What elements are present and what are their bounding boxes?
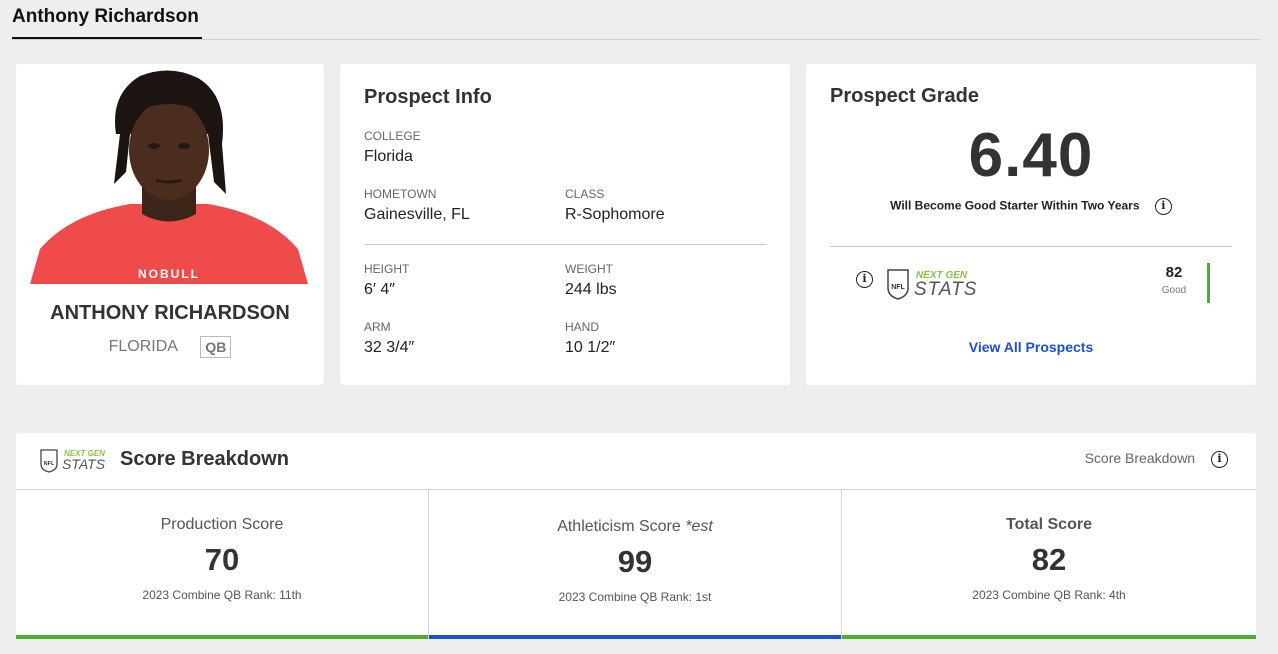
ngs-score-rating: Good xyxy=(1161,285,1187,296)
page-title: Anthony Richardson xyxy=(12,6,202,39)
score-breakdown-panel: NFL NEXT GEN STATS Score Breakdown Score… xyxy=(16,433,1256,639)
page-header: Anthony Richardson xyxy=(12,0,1260,40)
field-class: CLASS R-Sophomore xyxy=(565,187,665,224)
hometown-label: HOMETOWN xyxy=(364,187,437,201)
field-college: COLLEGE Florida xyxy=(364,129,421,166)
total-score-title: Total Score xyxy=(1006,516,1092,533)
ngs-score-bar xyxy=(1207,263,1210,303)
field-height: HEIGHT 6′ 4″ xyxy=(364,262,409,299)
next-gen-stats-logo-icon: NFL NEXT GEN STATS xyxy=(40,447,114,478)
athleticism-score-rank: 2023 Combine QB Rank: 1st xyxy=(558,590,712,604)
hand-label: HAND xyxy=(565,320,600,334)
athleticism-score-column: Athleticism Score *est 99 2023 Combine Q… xyxy=(429,490,842,639)
hand-value: 10 1/2″ xyxy=(565,339,616,356)
athleticism-score-bar xyxy=(429,635,841,639)
athleticism-score-value: 99 xyxy=(617,544,653,579)
ngs-score-row: i NFL NEXT GEN STATS 82 Good xyxy=(856,262,1216,306)
view-all-prospects-link[interactable]: View All Prospects xyxy=(968,339,1094,355)
ngs-logo-bottom: STATS xyxy=(62,456,106,472)
ngs-shield-text: NFL xyxy=(891,284,905,291)
athleticism-score-title: Athleticism Score xyxy=(557,518,681,535)
ngs-logo-bottom: STATS xyxy=(914,279,977,300)
ngs-logo-top: NEXT GEN xyxy=(916,270,968,281)
player-card: NOBULL ANTHONY RICHARDSON FLORIDA QB xyxy=(16,64,324,385)
class-value: R-Sophomore xyxy=(565,206,665,223)
production-score-value: 70 xyxy=(204,542,240,577)
field-arm: ARM 32 3/4″ xyxy=(364,320,414,357)
info-circle-icon[interactable]: i xyxy=(1211,450,1228,468)
ngs-logo-top: NEXT GEN xyxy=(64,449,105,458)
total-score-column: Total Score 82 2023 Combine QB Rank: 4th xyxy=(842,490,1256,639)
grade-description: Will Become Good Starter Within Two Year… xyxy=(890,198,1140,213)
next-gen-stats-logo-icon: NFL NEXT GEN STATS xyxy=(886,266,986,305)
grade-divider xyxy=(830,246,1232,247)
total-score-rank: 2023 Combine QB Rank: 4th xyxy=(972,588,1126,602)
production-score-bar xyxy=(16,635,428,639)
player-name: ANTHONY RICHARDSON xyxy=(50,302,290,324)
production-score-rank: 2023 Combine QB Rank: 11th xyxy=(142,588,302,602)
total-score-value: 82 xyxy=(1031,542,1067,577)
grade-description-row: Will Become Good Starter Within Two Year… xyxy=(806,198,1256,215)
prospect-info-card: Prospect Info COLLEGE Florida HOMETOWN G… xyxy=(340,64,790,385)
arm-value: 32 3/4″ xyxy=(364,339,415,356)
info-circle-icon[interactable]: i xyxy=(1154,198,1172,215)
arm-label: ARM xyxy=(364,320,391,334)
weight-label: WEIGHT xyxy=(565,262,613,276)
jersey-text: NOBULL xyxy=(138,267,200,281)
score-breakdown-title: Score Breakdown xyxy=(120,448,289,470)
production-score-column: Production Score 70 2023 Combine QB Rank… xyxy=(16,490,429,639)
field-hometown: HOMETOWN Gainesville, FL xyxy=(364,187,470,224)
prospect-info-heading: Prospect Info xyxy=(364,86,492,108)
info-circle-icon[interactable]: i xyxy=(856,271,873,288)
score-breakdown-header: NFL NEXT GEN STATS Score Breakdown Score… xyxy=(16,433,1256,490)
info-divider xyxy=(364,244,766,245)
prospect-grade-card: Prospect Grade 6.40 Will Become Good Sta… xyxy=(806,64,1256,385)
prospect-grade-heading: Prospect Grade xyxy=(830,85,979,107)
ngs-score: 82 Good xyxy=(1154,264,1194,296)
college-value: Florida xyxy=(364,148,413,165)
weight-value: 244 lbs xyxy=(565,281,617,298)
ngs-shield-text: NFL xyxy=(44,461,55,467)
grade-value: 6.40 xyxy=(968,121,1094,190)
player-school: FLORIDA xyxy=(108,338,178,355)
position-badge: QB xyxy=(200,336,232,358)
score-breakdown-right-label: Score Breakdown xyxy=(1084,450,1196,466)
player-photo: NOBULL xyxy=(30,64,308,284)
height-value: 6′ 4″ xyxy=(364,281,395,298)
production-score-title: Production Score xyxy=(160,516,284,533)
height-label: HEIGHT xyxy=(364,262,410,276)
college-label: COLLEGE xyxy=(364,129,421,143)
athleticism-score-title-row: Athleticism Score *est xyxy=(429,518,841,536)
field-weight: WEIGHT 244 lbs xyxy=(565,262,617,299)
hometown-value: Gainesville, FL xyxy=(364,206,470,223)
score-breakdown-info: Score Breakdown i xyxy=(1085,450,1228,468)
player-meta: FLORIDA QB xyxy=(16,336,324,358)
class-label: CLASS xyxy=(565,187,605,201)
total-score-bar xyxy=(842,635,1256,639)
field-hand: HAND 10 1/2″ xyxy=(565,320,615,357)
athleticism-score-suffix: *est xyxy=(685,518,713,535)
ngs-score-value: 82 xyxy=(1165,264,1183,281)
